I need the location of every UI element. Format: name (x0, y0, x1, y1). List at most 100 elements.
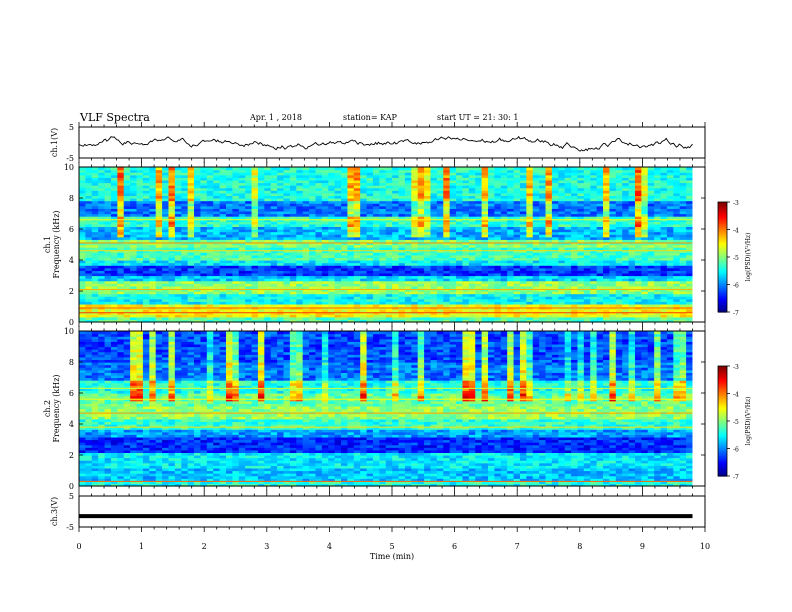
spectrogram-cell (411, 303, 419, 308)
spectrogram-cell (130, 241, 138, 246)
spectrogram-cell (174, 288, 182, 292)
spectrogram-cell (219, 213, 227, 217)
spectrogram-cell (494, 278, 502, 282)
spectrogram-cell (622, 234, 630, 238)
spectrogram-cell (110, 260, 118, 264)
spectrogram-cell (289, 226, 297, 230)
spectrogram-cell (456, 187, 464, 191)
spectrogram-cell (187, 309, 195, 313)
spectrogram-cell (398, 247, 406, 251)
spectrogram-cell (136, 190, 144, 194)
spectrogram-cell (245, 314, 253, 318)
spectrogram-cell (551, 190, 559, 194)
spectrogram-cell (225, 203, 233, 207)
spectrogram-cell (411, 249, 419, 253)
spectrogram-cell (628, 213, 636, 217)
spectrogram-cell (245, 296, 253, 300)
spectrogram-cell (571, 291, 579, 295)
spectrogram-cell (347, 275, 355, 279)
spectrogram-cell (641, 210, 649, 215)
spectrogram-cell (513, 241, 521, 246)
spectrogram-cell (123, 267, 131, 271)
spectrogram-cell (615, 298, 623, 302)
spectrogram-cell (187, 275, 195, 279)
spectrogram-cell (609, 301, 617, 305)
spectrogram-cell (577, 291, 585, 295)
spectrogram-cell (334, 218, 342, 222)
spectrogram-cell (462, 205, 470, 209)
spectrogram-cell (526, 198, 534, 202)
spectrogram-cell (85, 221, 93, 225)
spectrogram-cell (334, 231, 342, 235)
spectrogram-cell (551, 226, 559, 230)
spectrogram-cell (264, 198, 272, 202)
spectrogram-cell (577, 260, 585, 264)
spectrogram-cell (238, 296, 246, 300)
spectrogram-cell (417, 239, 425, 243)
spectrogram-cell (468, 200, 476, 204)
spectrogram-cell (123, 257, 131, 261)
spectrogram-cell (468, 239, 476, 243)
spectrogram-cell (513, 296, 521, 300)
spectrogram-cell (270, 288, 278, 292)
spectrogram-cell (456, 296, 464, 300)
spectrogram-cell (296, 198, 304, 202)
spectrogram-cell (289, 275, 297, 279)
spectrogram-cell (609, 265, 617, 269)
spectrogram-cell (641, 267, 649, 271)
spectrogram-cell (309, 303, 317, 308)
spectrogram-cell (302, 293, 310, 297)
spectrogram-cell (379, 275, 387, 279)
spectrogram-cell (85, 319, 93, 323)
spectrogram-cell (424, 200, 432, 204)
spectrogram-cell (155, 221, 163, 225)
spectrogram-cell (302, 267, 310, 271)
spectrogram-cell (98, 216, 106, 220)
spectrogram-cell (436, 267, 444, 271)
spectrogram-cell (341, 195, 348, 199)
spectrogram-cell (411, 316, 419, 321)
spectrogram-cell (634, 288, 642, 292)
spectrogram-cell (155, 301, 163, 305)
spectrogram-cell (149, 267, 157, 271)
spectrogram-cell (545, 298, 553, 302)
spectrogram-cell (609, 319, 617, 323)
spectrogram-cell (213, 257, 221, 261)
spectrogram-cell (679, 285, 687, 290)
spectrogram-cell (634, 260, 642, 264)
spectrogram-cell (519, 208, 527, 212)
spectrogram-cell (232, 260, 240, 264)
spectrogram-cell (647, 293, 655, 297)
spectrogram-cell (603, 236, 610, 240)
spectrogram-cell (398, 280, 406, 284)
spectrogram-cell (117, 236, 125, 240)
spectrogram-cell (277, 187, 285, 191)
spectrogram-cell (270, 241, 278, 246)
spectrogram-cell (85, 298, 93, 302)
spectrogram-cell (622, 210, 630, 215)
spectrogram-cell (513, 190, 521, 194)
spectrogram-cell (558, 293, 566, 297)
spectrogram-cell (104, 213, 112, 217)
spectrogram-cell (302, 223, 310, 228)
spectrogram-cell (443, 223, 451, 228)
spectrogram-cell (334, 265, 342, 269)
spectrogram-cell (456, 218, 464, 222)
spectrogram-cell (181, 205, 189, 209)
spectrogram-cell (647, 223, 655, 228)
spectrogram-cell (142, 249, 150, 253)
spectrogram-cell (104, 229, 112, 233)
spectrogram-cell (315, 203, 323, 207)
spectrogram-cell (545, 200, 553, 204)
spectrogram-cell (187, 283, 195, 287)
spectrogram-cell (174, 203, 182, 207)
spectrogram-cell (424, 267, 432, 271)
spectrogram-cell (321, 288, 329, 292)
spectrogram-cell (194, 239, 202, 243)
spectrogram-cell (136, 254, 144, 259)
spectrogram-cell (583, 205, 591, 209)
spectrogram-cell (615, 226, 623, 230)
spectrogram-cell (187, 210, 195, 215)
spectrogram-cell (443, 198, 451, 202)
spectrogram-cell (398, 285, 406, 290)
